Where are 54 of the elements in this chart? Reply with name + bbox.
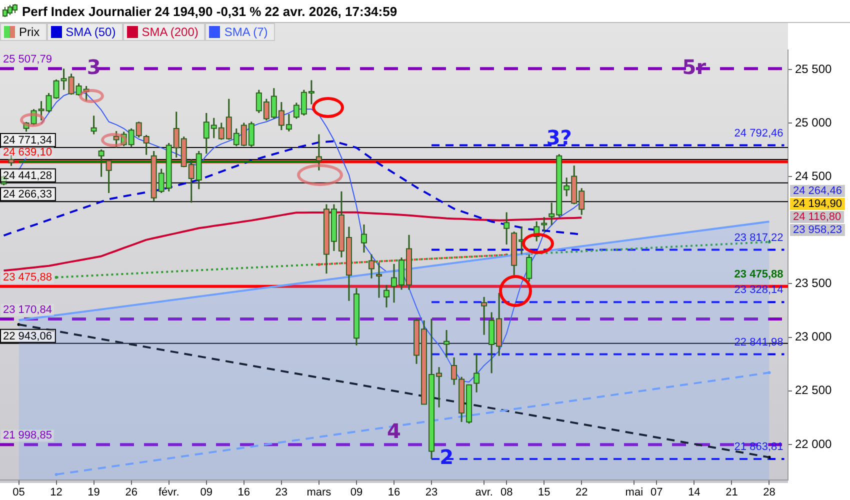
y-tick-label: 25 500	[795, 62, 832, 76]
annotation: 23 817,22	[734, 232, 784, 244]
annotation: 3?	[546, 125, 572, 150]
chart-title: Perf Index Journalier 24 194,90 -0,31 % 22 avr. 2026, 17:34:59	[22, 4, 398, 18]
ref-line-label: 23 475,88	[3, 271, 52, 284]
y-tick-label: 22 000	[795, 436, 832, 451]
x-tick-label: 21	[726, 486, 738, 498]
x-tick-label: 26	[125, 486, 138, 498]
annotation: 3	[86, 54, 101, 79]
x-tick-label: 16	[238, 486, 250, 498]
x-tick-label: 22	[575, 486, 588, 498]
x-tick-label: mai	[625, 486, 644, 498]
text: SMA (7)	[224, 25, 268, 39]
x-tick-label: 16	[388, 486, 400, 498]
y-tick-label: 23 500	[795, 276, 832, 290]
legend-label: Prix	[19, 25, 40, 39]
annotation: 2	[440, 445, 454, 470]
text: 24 194,90	[793, 198, 842, 210]
annotation: 24 792,46	[734, 127, 784, 140]
x-tick-label: 23	[275, 486, 288, 498]
x-tick-label: 07	[650, 486, 663, 498]
x-tick-label: 05	[12, 486, 25, 498]
text: 24 264,46	[793, 185, 842, 198]
x-tick-label: 14	[688, 486, 700, 498]
x-tick-label: avr.	[475, 486, 493, 498]
text: SMA (50)	[66, 25, 116, 39]
x-tick-label: févr.	[158, 486, 180, 498]
y-tick-label: 23 000	[795, 330, 832, 344]
x-tick-label: 23	[425, 486, 438, 498]
text: SMA (200)	[142, 25, 198, 39]
ref-line-label: 23 170,84	[3, 304, 52, 316]
y-tick-label: 24 500	[795, 168, 832, 183]
annotation: 5r	[682, 54, 706, 79]
y-tick-label: 25 000	[795, 115, 832, 130]
annotation: 23 475,88	[734, 268, 784, 280]
x-tick-label: 28	[763, 486, 776, 498]
ref-line-label: 21 998,85	[3, 430, 52, 442]
ref-line-label: 22 943,06	[3, 330, 52, 342]
x-tick-label: 19	[88, 486, 100, 498]
ref-line-label: 24 266,33	[3, 188, 52, 201]
ref-line-label: 24 639,10	[3, 146, 52, 159]
x-tick-label: 12	[50, 486, 62, 498]
ref-line-label: 24 771,34	[3, 134, 52, 147]
x-tick-label: 09	[350, 486, 363, 498]
text: 23 958,23	[793, 224, 842, 236]
ref-line-label: 24 441,28	[3, 170, 52, 182]
ref-line-label: 25 507,79	[3, 54, 52, 66]
text: 24 116,80	[793, 211, 842, 224]
x-tick-label: 08	[500, 486, 513, 498]
x-tick-label: 09	[200, 486, 213, 498]
x-tick-label: 15	[538, 486, 550, 498]
x-tick-label: mars	[306, 486, 332, 498]
annotation: 4	[387, 418, 401, 443]
y-tick-label: 22 500	[795, 383, 832, 398]
